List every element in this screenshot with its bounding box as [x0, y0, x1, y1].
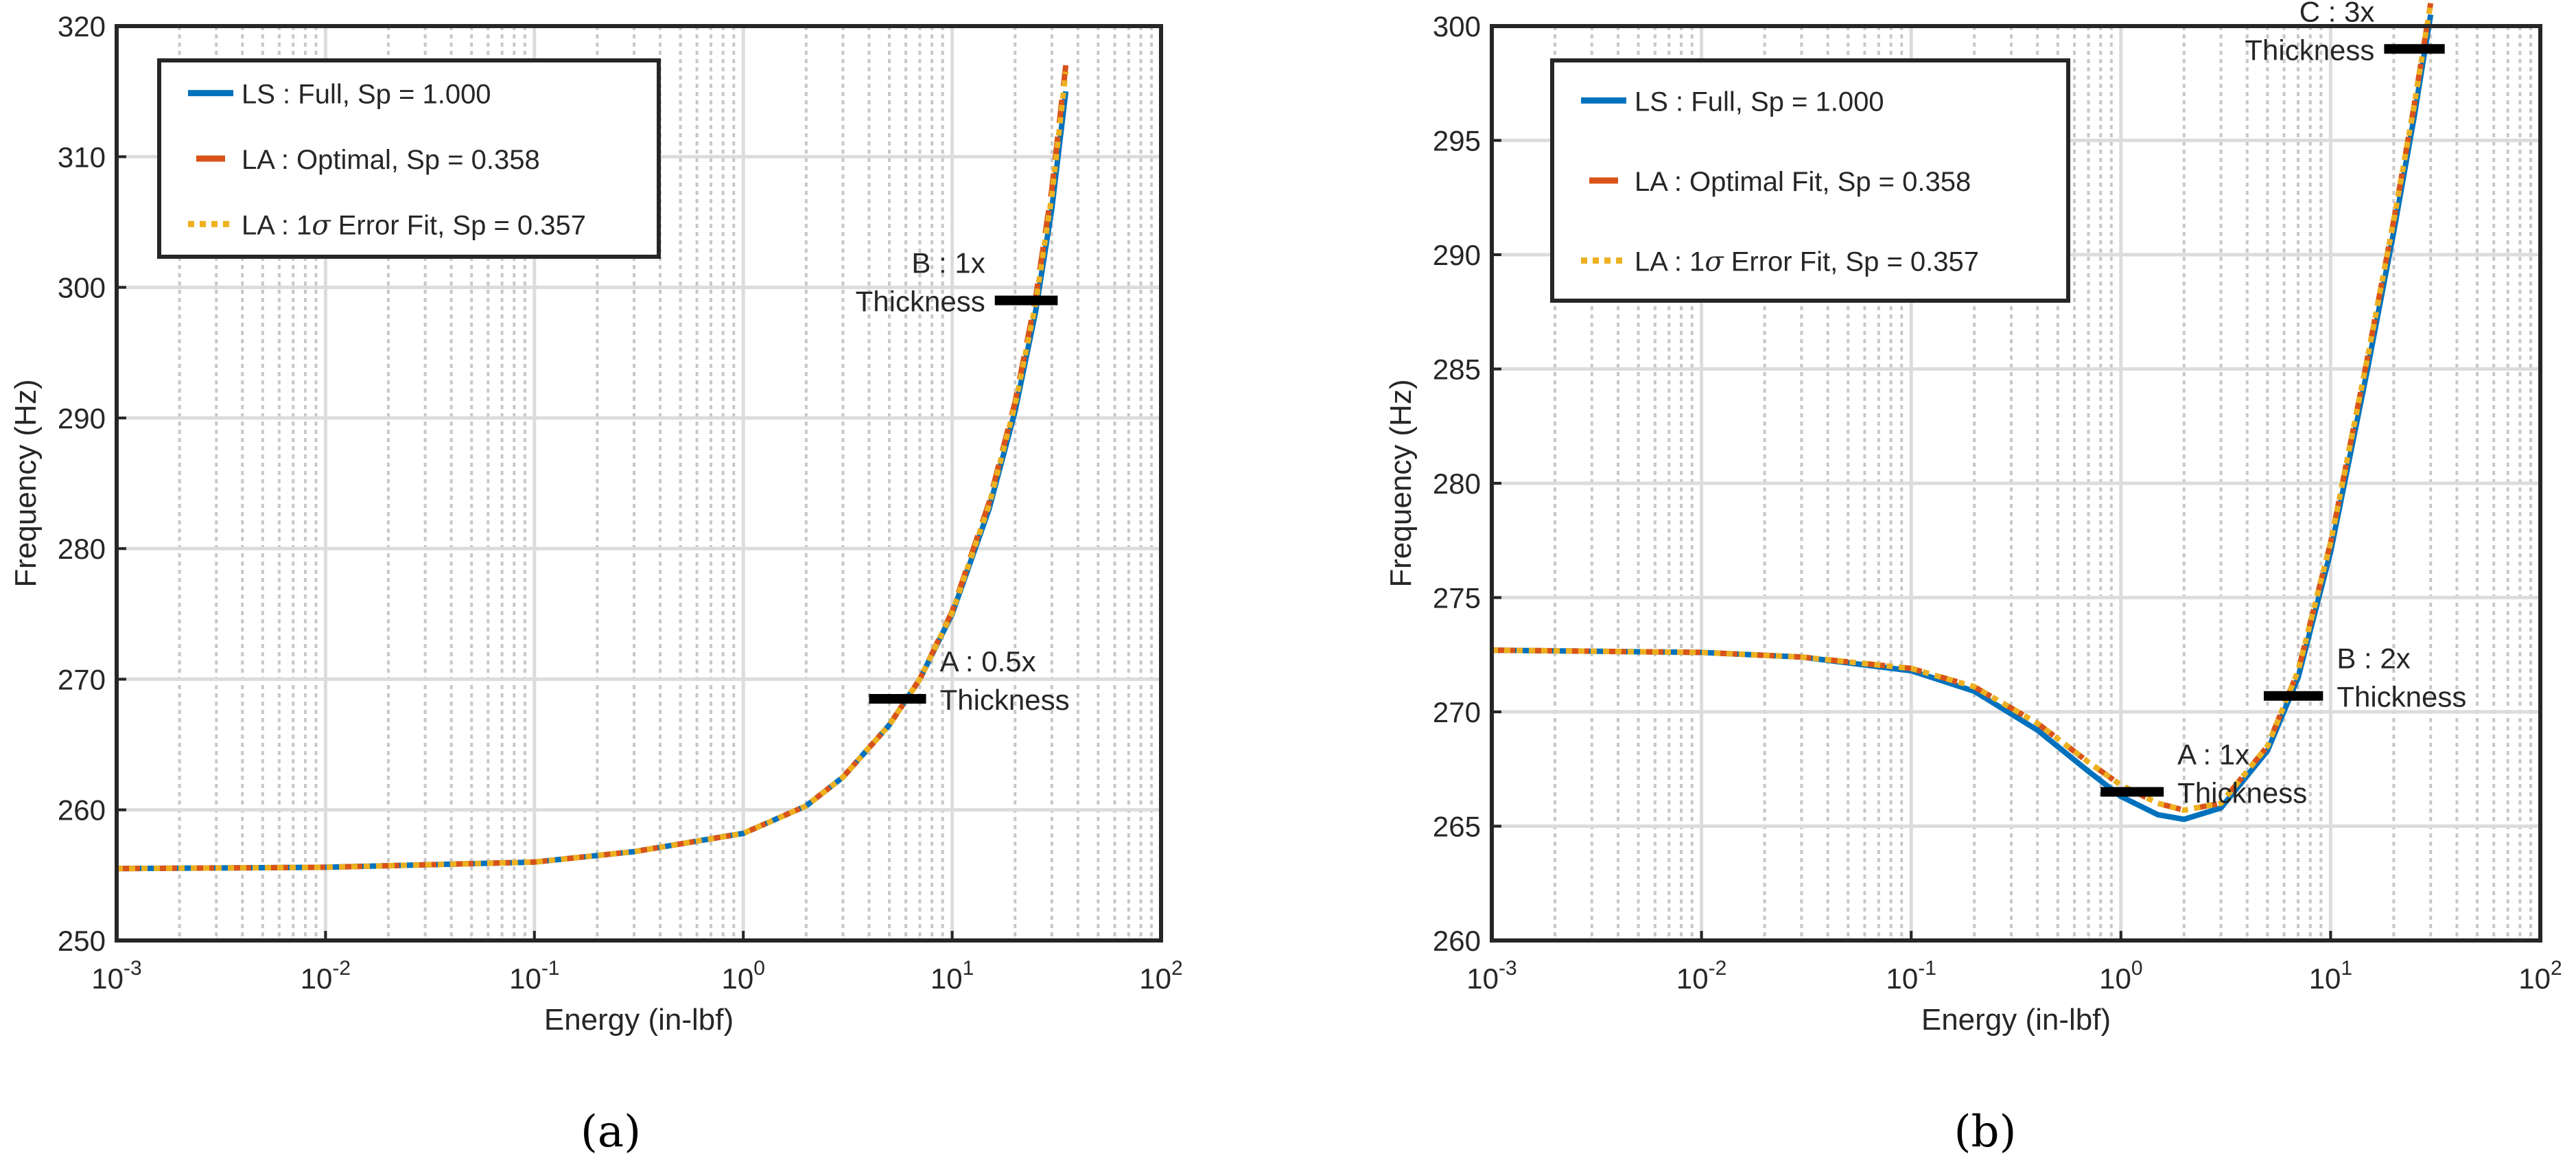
- panel-a-x-tick-label: 10-1: [509, 957, 559, 995]
- panel-b-y-tick-label: 290: [1433, 239, 1481, 271]
- panel-b-series-1-line: [1491, 14, 2434, 822]
- panel-b-y-tick-label: 300: [1433, 10, 1481, 43]
- panel-b-annotation-1-label: A : 1x Thickness: [2177, 739, 2307, 809]
- caption-a: (a): [581, 1107, 641, 1157]
- panel-a-y-tick-label: 320: [58, 10, 106, 43]
- panel-b-y-tick-label: 260: [1433, 925, 1481, 957]
- panel-a-series-2-line: [116, 65, 1069, 872]
- panel-a-legend-label-3: LA : 1σ Error Fit, Sp = 0.357: [242, 209, 586, 241]
- panel-a-series-3-line: [116, 71, 1069, 872]
- panel-a-chart: A : 0.5x Thickness B : 1x Thickness 250 260 27…: [9, 10, 1183, 1037]
- panel-a-axes-box: [115, 24, 1163, 943]
- panel-b-legend-label-1: LS : Full, Sp = 1.000: [1635, 86, 1884, 117]
- panel-b-y-tick-label: 275: [1433, 582, 1481, 614]
- panel-a-x-tick-label: 10-3: [91, 957, 141, 995]
- panel-b-legend-box: [1550, 58, 2070, 303]
- panel-b-x-tick-label: 10-1: [1886, 957, 1936, 995]
- panel-a-x-tick-label: 101: [930, 957, 974, 995]
- panel-a-x-tick-label: 100: [721, 957, 764, 995]
- panel-a-annotation-2-label: B : 1x Thickness: [856, 247, 985, 318]
- panel-a-y-tick-label: 280: [58, 533, 106, 565]
- panel-a-x-tick-label: 10-2: [301, 957, 351, 995]
- panel-a-x-axis-label: Energy (in-lbf): [544, 1003, 734, 1037]
- panel-b-legend-label-2: LA : Optimal Fit, Sp = 0.358: [1635, 167, 1971, 197]
- panel-b-series-3-line: [1491, 3, 2434, 813]
- panel-a-legend-label-1: LS : Full, Sp = 1.000: [242, 80, 491, 110]
- panel-b-chart: A : 1x Thickness B : 2x Thickness C : 3x Thic…: [1384, 0, 2562, 1037]
- panel-b-y-tick-label: 270: [1433, 696, 1481, 728]
- panel-a-x-tick-label: 102: [1139, 957, 1182, 995]
- panel-b-legend-label-3: LA : 1σ Error Fit, Sp = 0.357: [1635, 246, 1979, 278]
- panel-a-y-tick-label: 300: [58, 272, 106, 304]
- panel-a-y-tick-label: 250: [58, 925, 106, 957]
- panel-b-y-tick-label: 295: [1433, 125, 1481, 157]
- panel-a-y-tick-label: 270: [58, 663, 106, 695]
- panel-b-annotation-2-label: B : 2x Thickness: [2337, 643, 2466, 713]
- panel-b-annotation-3-label: C : 3x Thickness: [2245, 0, 2374, 66]
- panel-b-x-tick-label: 10-2: [1676, 957, 1726, 995]
- panel-b-x-tick-label: 101: [2309, 957, 2352, 995]
- panel-b-x-tick-label: 100: [2099, 957, 2142, 995]
- panel-b-x-tick-label: 10-3: [1466, 957, 1517, 995]
- panel-b-x-axis-label: Energy (in-lbf): [1921, 1003, 2111, 1037]
- panel-a-legend-box: [157, 58, 661, 259]
- caption-b: (b): [1954, 1107, 2017, 1157]
- panel-b-x-tick-label: 102: [2518, 957, 2562, 995]
- panel-a-y-tick-label: 290: [58, 402, 106, 435]
- panel-a-y-axis-label: Frequency (Hz): [9, 379, 43, 587]
- panel-a-y-tick-label: 260: [58, 794, 106, 827]
- panel-a-y-tick-label: 310: [58, 141, 106, 173]
- panel-b-y-tick-label: 285: [1433, 354, 1481, 386]
- panel-b-y-tick-label: 280: [1433, 467, 1481, 500]
- panel-a-legend-label-2: LA : Optimal, Sp = 0.358: [242, 145, 540, 175]
- panel-a-annotation-1-label: A : 0.5x Thickness: [940, 645, 1070, 716]
- panel-b-y-tick-label: 265: [1433, 811, 1481, 843]
- panel-b-y-axis-label: Frequency (Hz): [1384, 379, 1418, 587]
